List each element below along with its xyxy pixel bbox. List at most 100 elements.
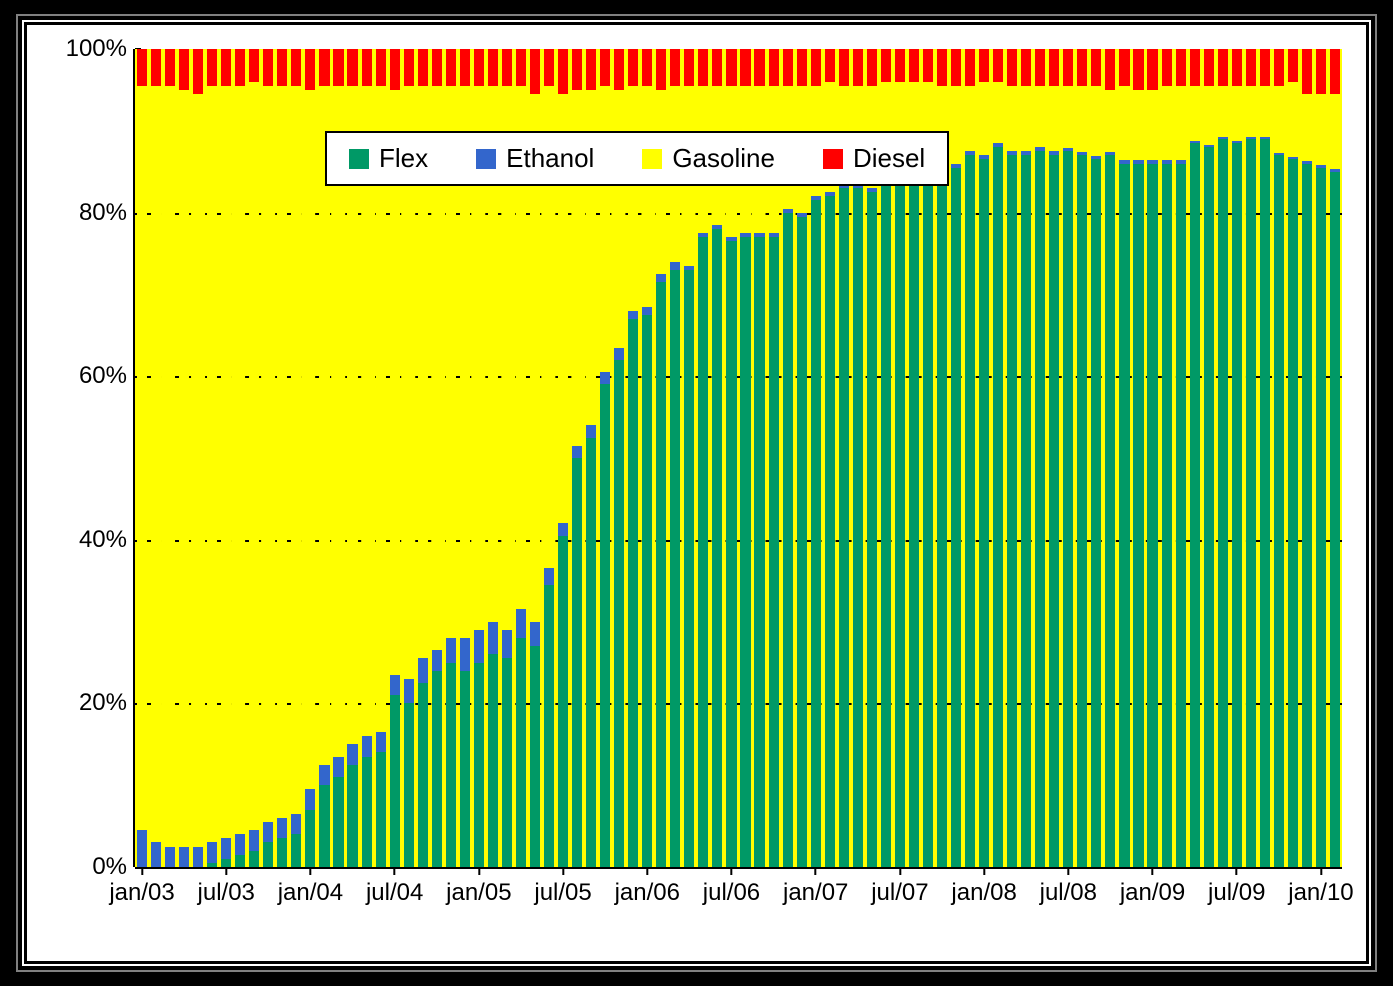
bar-column (1077, 49, 1087, 867)
bar-segment-diesel (656, 49, 666, 90)
bar-segment-diesel (923, 49, 933, 82)
bar-column (1119, 49, 1129, 867)
bar-segment-flex (684, 270, 694, 867)
bar-segment-gasoline (263, 86, 273, 822)
bar-segment-diesel (909, 49, 919, 82)
bar-segment-ethanol (656, 274, 666, 282)
bar-column (1021, 49, 1031, 867)
bar-segment-ethanol (642, 307, 652, 315)
bar-segment-diesel (1147, 49, 1157, 90)
bar-segment-diesel (193, 49, 203, 94)
bar-segment-ethanol (572, 446, 582, 458)
bar-column (207, 49, 217, 867)
bar-segment-flex (951, 168, 961, 867)
x-tick: jan/08 (951, 867, 1016, 907)
x-tick: jan/06 (615, 867, 680, 907)
bar-segment-diesel (1260, 49, 1270, 86)
x-tick-mark (730, 867, 732, 875)
bar-segment-flex (544, 585, 554, 867)
bar-segment-diesel (1021, 49, 1031, 86)
bar-column (1316, 49, 1326, 867)
bar-segment-flex (1330, 172, 1340, 867)
legend-label: Flex (379, 143, 428, 174)
bar-segment-gasoline (1105, 90, 1115, 152)
bar-segment-diesel (769, 49, 779, 86)
bar-segment-diesel (137, 49, 147, 86)
bar-segment-gasoline (979, 82, 989, 156)
bar-segment-flex (488, 654, 498, 867)
bar-segment-diesel (291, 49, 301, 86)
bar-segment-diesel (1232, 49, 1242, 86)
bar-segment-flex (235, 855, 245, 867)
bar-segment-gasoline (1035, 86, 1045, 147)
bar-segment-ethanol (277, 818, 287, 838)
bar-column (179, 49, 189, 867)
bar-segment-diesel (740, 49, 750, 86)
bar-column (993, 49, 1003, 867)
bar-segment-diesel (446, 49, 456, 86)
legend: FlexEthanolGasolineDiesel (325, 131, 949, 186)
bar-segment-flex (979, 159, 989, 867)
bar-segment-flex (797, 217, 807, 867)
x-tick-mark (225, 867, 227, 875)
x-tick: jan/05 (446, 867, 511, 907)
bar-segment-diesel (881, 49, 891, 82)
bar-segment-gasoline (1302, 94, 1312, 161)
bar-segment-ethanol (362, 736, 372, 756)
bar-column (249, 49, 259, 867)
plot-area: FlexEthanolGasolineDiesel (135, 49, 1342, 867)
x-tick-label: jul/08 (1040, 879, 1097, 907)
bar-segment-flex (670, 270, 680, 867)
bar-segment-gasoline (1260, 86, 1270, 137)
bar-segment-diesel (221, 49, 231, 86)
bar-segment-gasoline (1204, 86, 1214, 145)
bar-column (1246, 49, 1256, 867)
bar-segment-flex (516, 638, 526, 867)
bar-segment-diesel (1204, 49, 1214, 86)
bar-segment-diesel (277, 49, 287, 86)
bar-segment-flex (362, 757, 372, 867)
bar-segment-diesel (642, 49, 652, 86)
bar-segment-diesel (628, 49, 638, 86)
bar-segment-gasoline (221, 86, 231, 839)
bar-segment-gasoline (1162, 86, 1172, 160)
bar-segment-flex (1162, 164, 1172, 867)
bar-segment-flex (347, 765, 357, 867)
bar-column (965, 49, 975, 867)
bar-segment-gasoline (333, 86, 343, 757)
bar-segment-ethanol (165, 847, 175, 867)
bar-segment-flex (1147, 164, 1157, 867)
bar-segment-flex (1274, 155, 1284, 867)
bar-segment-flex (642, 315, 652, 867)
bar-column (951, 49, 961, 867)
y-tick-label: 80% (79, 199, 127, 227)
bar-segment-diesel (530, 49, 540, 94)
bar-column (277, 49, 287, 867)
bar-segment-ethanol (446, 638, 456, 663)
bar-segment-flex (1119, 164, 1129, 867)
x-tick-mark (478, 867, 480, 875)
bar-segment-diesel (867, 49, 877, 86)
x-axis: jan/03jul/03jan/04jul/04jan/05jul/05jan/… (135, 867, 1342, 917)
x-tick-label: jan/09 (1120, 879, 1185, 907)
bar-segment-diesel (712, 49, 722, 86)
bar-segment-gasoline (1049, 86, 1059, 151)
bar-column (137, 49, 147, 867)
x-tick: jul/09 (1208, 867, 1265, 907)
x-tick-label: jul/09 (1208, 879, 1265, 907)
bar-segment-ethanol (390, 675, 400, 695)
x-tick-mark (983, 867, 985, 875)
bar-segment-diesel (684, 49, 694, 86)
bar-column (1162, 49, 1172, 867)
bar-segment-gasoline (600, 86, 610, 372)
bar-segment-diesel (362, 49, 372, 86)
x-tick-mark (309, 867, 311, 875)
bar-segment-flex (1204, 147, 1214, 867)
x-tick: jul/07 (871, 867, 928, 907)
x-tick-label: jan/04 (278, 879, 343, 907)
legend-swatch-icon (349, 149, 369, 169)
bar-segment-diesel (347, 49, 357, 86)
bar-segment-flex (825, 196, 835, 867)
bar-segment-gasoline (291, 86, 301, 814)
bar-segment-gasoline (305, 90, 315, 789)
